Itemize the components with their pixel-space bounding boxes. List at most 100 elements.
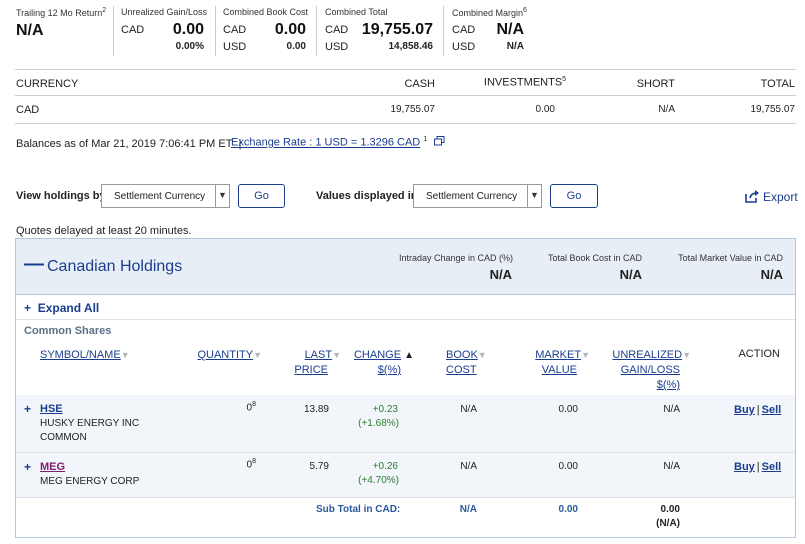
book-cost-usd-value: 0.00 [286, 41, 306, 52]
col-investments: INVESTMENTS5 [483, 76, 567, 89]
expand-row-icon[interactable]: + [24, 460, 32, 474]
view-holdings-label: View holdings by [16, 190, 106, 202]
unrealized-value: N/A [663, 404, 680, 415]
book-cost-label: Combined Book Cost [223, 7, 309, 17]
sell-link[interactable]: Sell [761, 404, 782, 416]
change-value: +0.23 [372, 404, 398, 415]
change-value: +0.26 [372, 461, 398, 472]
sort-icon: ▼ [120, 350, 130, 360]
unrealized-value: 0.00 [172, 21, 204, 38]
summary-divider [113, 6, 114, 56]
col-currency: CURRENCY [16, 78, 79, 90]
row-currency: CAD [16, 104, 40, 116]
total-book-cost-value: N/A [619, 267, 642, 282]
subtotal-unrealized-pct: (N/A) [656, 518, 680, 529]
book-cost-currency-cad: CAD [223, 24, 247, 36]
holdings-header: — Canadian Holdings Intraday Change in C… [16, 239, 795, 295]
holdings-title: Canadian Holdings [47, 258, 183, 275]
security-name-line2: COMMON [40, 432, 87, 443]
unrealized-label: Unrealized Gain/Loss [121, 7, 208, 17]
sort-asc-icon: ▲ [404, 350, 414, 361]
security-name: MEG ENERGY CORP [40, 476, 140, 487]
unrealized-pct: 0.00% [175, 41, 204, 52]
combined-total-cad-value: 19,755.07 [361, 21, 433, 38]
popup-window-icon[interactable] [434, 136, 445, 149]
col-symbol-name[interactable]: SYMBOL/NAME▼ [40, 349, 130, 361]
summary-divider [316, 6, 317, 56]
change-pct: (+1.68%) [358, 418, 399, 429]
col-unrealized[interactable]: UNREALIZED▼ GAIN/LOSS $(%) [612, 349, 691, 391]
trailing-return-label: Trailing 12 Mo Return2 [16, 7, 107, 18]
total-market-value-value: N/A [760, 267, 783, 282]
row-actions: Buy | Sell [734, 404, 782, 416]
subtotal-book-cost: N/A [459, 504, 477, 515]
canadian-holdings-panel: — Canadian Holdings Intraday Change in C… [15, 238, 796, 538]
sort-icon: ▼ [682, 350, 691, 360]
row-total: 19,755.07 [750, 104, 796, 115]
book-cost-value: N/A [460, 461, 477, 472]
col-quantity[interactable]: QUANTITY▼ [197, 349, 262, 361]
sort-icon: ▼ [332, 350, 341, 360]
divider [15, 123, 796, 124]
chevron-down-icon: ▼ [527, 185, 541, 207]
total-book-cost-label: Total Book Cost in CAD [547, 253, 642, 263]
change-pct: (+4.70%) [358, 475, 399, 486]
subtotal-label: Sub Total in CAD: [316, 504, 401, 515]
combined-margin-currency-usd: USD [452, 41, 476, 53]
col-last-price[interactable]: LAST▼ PRICE [294, 349, 341, 376]
symbol-link[interactable]: HSE [40, 403, 63, 415]
combined-margin-currency-cad: CAD [452, 24, 476, 36]
expand-row-icon[interactable]: + [24, 402, 32, 416]
divider [15, 95, 796, 96]
combined-margin-usd-value: N/A [506, 41, 524, 52]
sell-link[interactable]: Sell [761, 461, 782, 473]
expand-all-button[interactable]: + Expand All [24, 301, 100, 315]
buy-link[interactable]: Buy [734, 404, 755, 416]
total-market-value-label: Total Market Value in CAD [678, 253, 783, 263]
security-name: HUSKY ENERGY INC [40, 418, 140, 429]
row-actions: Buy | Sell [734, 461, 782, 473]
symbol-link[interactable]: MEG [40, 461, 66, 473]
row-short: N/A [658, 104, 675, 115]
market-value-value: 0.00 [558, 404, 578, 415]
view-holdings-go-button[interactable]: Go [238, 184, 285, 208]
col-short: SHORT [636, 78, 675, 90]
col-change[interactable]: CHANGE ▲ $(%) [353, 349, 414, 376]
section-common-shares: Common Shares [24, 325, 112, 337]
intraday-change-value: N/A [489, 267, 512, 282]
book-cost-cad-value: 0.00 [274, 21, 306, 38]
export-button[interactable]: Export [745, 190, 798, 206]
quantity-value: 08 [246, 401, 256, 414]
book-cost-value: N/A [460, 404, 477, 415]
unrealized-value: N/A [663, 461, 680, 472]
divider [16, 319, 795, 320]
sort-icon: ▼ [581, 350, 590, 360]
book-cost-currency-usd: USD [223, 41, 247, 53]
row-investments: 0.00 [535, 104, 555, 115]
trailing-return-value: N/A [16, 22, 44, 39]
sort-icon: ▼ [477, 350, 487, 360]
last-price-value: 5.79 [309, 461, 329, 472]
quotes-delayed-note: Quotes delayed at least 20 minutes. [16, 225, 192, 237]
subtotal-market-value: 0.00 [558, 504, 578, 515]
values-displayed-select[interactable]: Settlement Currency ▼ [413, 184, 542, 208]
row-cash: 19,755.07 [390, 104, 436, 115]
combined-margin-cad-value: N/A [496, 21, 524, 38]
col-action: ACTION [738, 348, 780, 360]
sort-icon: ▼ [253, 350, 262, 360]
plus-icon: + [24, 301, 32, 315]
col-book-cost[interactable]: BOOK▼ COST [446, 349, 487, 376]
collapse-icon[interactable]: — [24, 253, 44, 275]
values-displayed-go-button[interactable]: Go [550, 184, 598, 208]
col-cash: CASH [404, 78, 435, 90]
combined-margin-label: Combined Margin6 [452, 7, 527, 18]
col-market-value[interactable]: MARKET▼ VALUE [535, 349, 590, 376]
buy-link[interactable]: Buy [734, 461, 755, 473]
combined-total-label: Combined Total [325, 7, 388, 17]
combined-total-currency-cad: CAD [325, 24, 349, 36]
exchange-rate-link[interactable]: Exchange Rate : 1 USD = 1.3296 CAD 1 [231, 136, 445, 149]
export-icon [745, 190, 760, 206]
view-holdings-select[interactable]: Settlement Currency ▼ [101, 184, 230, 208]
chevron-down-icon: ▼ [215, 185, 229, 207]
summary-divider [215, 6, 216, 56]
